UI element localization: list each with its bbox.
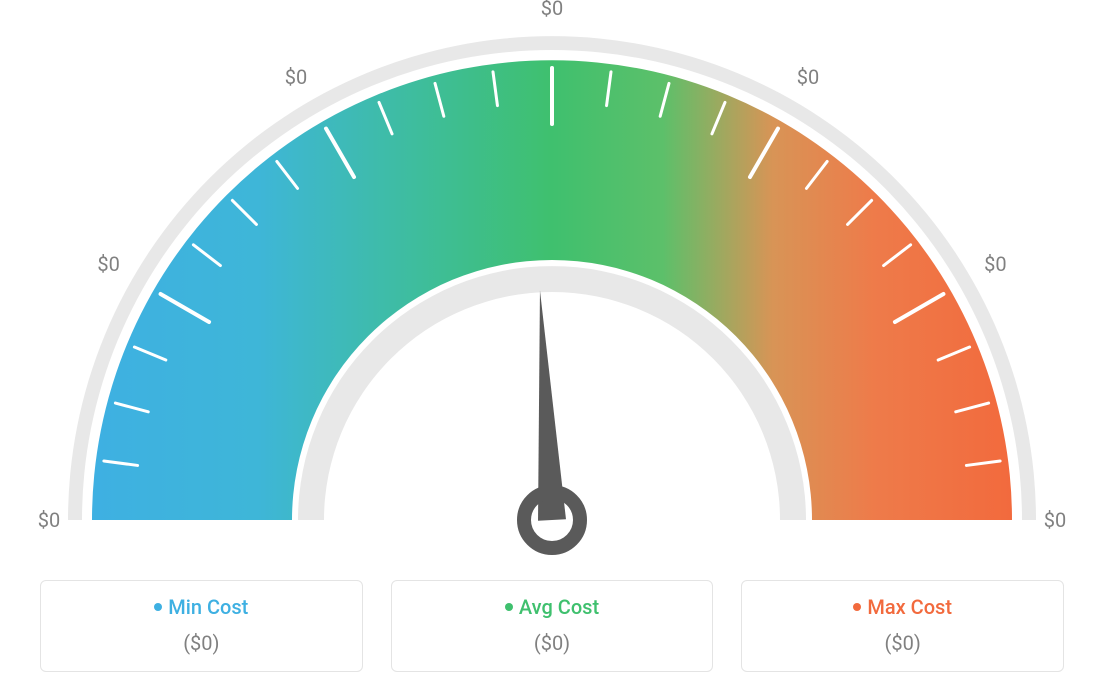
legend-title-min: Min Cost [51, 595, 352, 619]
legend-title-avg: Avg Cost [402, 595, 703, 619]
gauge-scale-label: $0 [984, 252, 1006, 276]
gauge-scale-label: $0 [797, 65, 819, 89]
cost-gauge-widget: $0 $0 $0 $0 $0 $0 $0 Min Cost ($0) Avg Cost ($… [0, 0, 1104, 690]
legend-label-max: Max Cost [867, 595, 952, 619]
legend-dot-min [154, 603, 162, 611]
legend-title-max: Max Cost [752, 595, 1053, 619]
legend-value-avg: ($0) [402, 631, 703, 655]
legend-card-avg: Avg Cost ($0) [391, 580, 714, 672]
gauge-scale-label: $0 [285, 65, 307, 89]
legend-value-max: ($0) [752, 631, 1053, 655]
legend-dot-max [853, 603, 861, 611]
legend-card-min: Min Cost ($0) [40, 580, 363, 672]
gauge-scale-label: $0 [1044, 508, 1066, 532]
gauge-scale-label: $0 [541, 0, 563, 20]
legend-label-avg: Avg Cost [519, 595, 599, 619]
legend-dot-avg [505, 603, 513, 611]
gauge-scale-label: $0 [38, 508, 60, 532]
legend-row: Min Cost ($0) Avg Cost ($0) Max Cost ($0… [40, 580, 1064, 672]
legend-label-min: Min Cost [168, 595, 248, 619]
gauge-chart: $0 $0 $0 $0 $0 $0 $0 [0, 0, 1104, 560]
legend-card-max: Max Cost ($0) [741, 580, 1064, 672]
gauge-scale-label: $0 [97, 252, 119, 276]
legend-value-min: ($0) [51, 631, 352, 655]
